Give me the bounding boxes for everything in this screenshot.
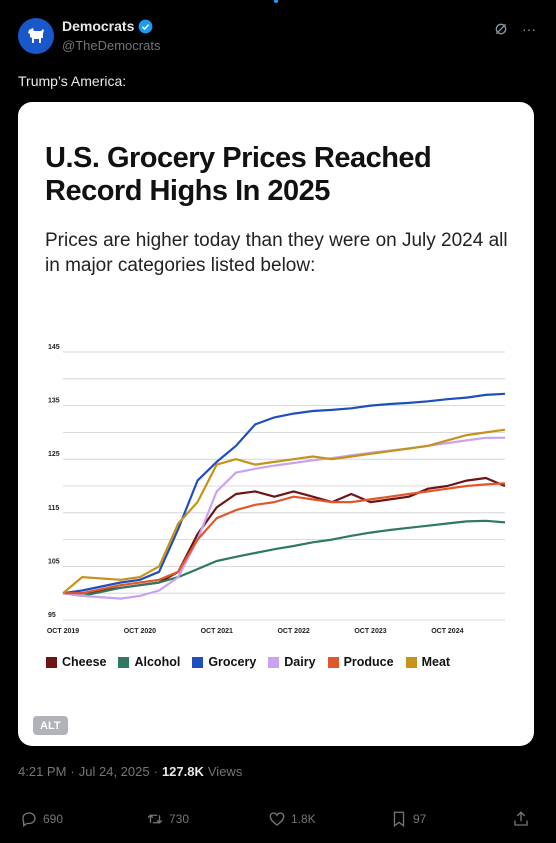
repost-button[interactable]: 730 (146, 810, 189, 828)
avatar[interactable] (18, 18, 54, 54)
y-tick-label: 105 (48, 558, 60, 565)
y-tick-label: 95 (48, 612, 56, 619)
media-image[interactable]: U.S. Grocery Prices Reached Record Highs… (18, 102, 534, 746)
y-tick-label: 125 (48, 451, 60, 458)
legend-swatch (268, 656, 280, 668)
views-label: Views (207, 764, 243, 779)
share-icon (514, 811, 528, 826)
bookmark-button[interactable]: 97 (390, 810, 426, 828)
legend-swatch (118, 656, 130, 668)
x-tick-label: OCT 2022 (277, 628, 309, 635)
tweet-meta: 4:21 PM · Jul 24, 2025 · 127.8K Views (18, 764, 242, 779)
like-button[interactable]: 1.8K (268, 810, 316, 828)
repost-count: 730 (169, 812, 190, 826)
y-tick-label: 115 (48, 505, 59, 512)
legend-item-dairy: Dairy (268, 655, 316, 669)
legend-swatch (405, 656, 417, 668)
legend-item-meat: Meat (405, 655, 451, 669)
legend-label: Produce (343, 655, 394, 669)
donkey-logo-icon (28, 28, 44, 43)
legend-item-grocery: Grocery (192, 655, 256, 669)
bookmark-icon (393, 811, 405, 828)
tweet-header: Democrats @TheDemocrats ··· (18, 16, 538, 56)
legend-swatch (192, 656, 204, 668)
top-indicator (274, 0, 278, 3)
legend-swatch (327, 656, 339, 668)
reply-count: 690 (43, 812, 64, 826)
legend-label: Meat (421, 655, 451, 669)
meta-separator: · (153, 764, 158, 779)
share-button[interactable] (512, 810, 530, 828)
legend-label: Dairy (284, 655, 316, 669)
tweet-text: Trump’s America: (18, 73, 127, 89)
series-line-produce (63, 482, 506, 595)
bookmark-count: 97 (413, 812, 427, 826)
series-line-grocery (62, 392, 506, 595)
like-count: 1.8K (291, 812, 316, 826)
chart-subtitle: Prices are higher today than they were o… (45, 230, 508, 276)
meta-separator: · (70, 764, 75, 779)
x-tick-label: OCT 2020 (124, 628, 156, 635)
more-options-icon[interactable]: ··· (522, 21, 536, 37)
series-line-dairy (62, 436, 505, 600)
post-date[interactable]: Jul 24, 2025 (78, 764, 150, 779)
legend-label: Alcohol (134, 655, 181, 669)
x-tick-label: OCT 2024 (431, 628, 463, 635)
post-time[interactable]: 4:21 PM (18, 764, 67, 779)
x-tick-label: OCT 2021 (201, 628, 233, 635)
action-bar: 690 730 1.8K 97 (18, 808, 538, 830)
y-tick-label: 145 (48, 344, 60, 351)
reply-button[interactable]: 690 (20, 810, 63, 828)
y-tick-label: 135 (48, 398, 60, 405)
verified-badge-icon (138, 19, 153, 34)
reply-icon (22, 812, 36, 828)
display-name[interactable]: Democrats (62, 18, 135, 34)
line-chart: 95 105 115 125 135 145 OCT 2019 OCT 2020 OCT 202… (47, 344, 506, 635)
series-line-cheese (63, 476, 506, 595)
series-line-meat (62, 428, 506, 595)
grok-icon[interactable] (492, 20, 510, 38)
chart-title: U.S. Grocery Prices Reached Record Highs… (45, 142, 432, 207)
views-count: 127.8K (161, 764, 204, 779)
repost-icon (147, 814, 163, 824)
legend-swatch (46, 656, 57, 668)
handle[interactable]: @TheDemocrats (62, 38, 161, 53)
alt-badge[interactable]: ALT (33, 716, 68, 735)
heart-icon (269, 812, 285, 826)
chart-legend: Cheese Alcohol Grocery Dairy Produce Meat (46, 655, 450, 669)
legend-item-cheese: Cheese (46, 655, 106, 669)
legend-label: Cheese (62, 655, 107, 669)
series-line-alcohol (62, 519, 506, 597)
legend-label: Grocery (208, 655, 257, 669)
legend-item-alcohol: Alcohol (118, 655, 180, 669)
x-tick-label: OCT 2019 (47, 628, 79, 635)
legend-item-produce: Produce (327, 655, 394, 669)
x-tick-label: OCT 2023 (354, 628, 386, 635)
